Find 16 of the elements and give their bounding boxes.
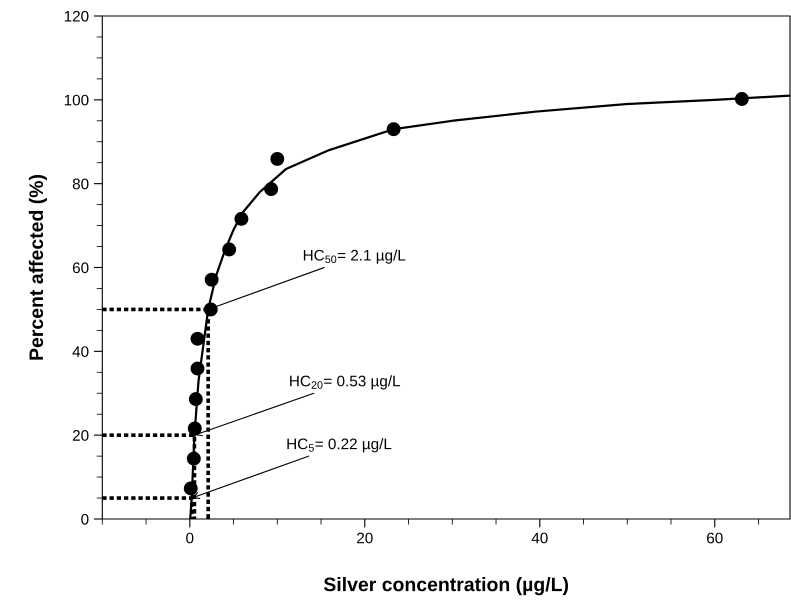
y-tick-label: 80: [72, 178, 89, 190]
x-tick-label: 0: [186, 532, 194, 544]
annotation: HC$_{5}$= 0.22 µg/L: [287, 438, 392, 452]
annotation: HC$_{50}$= 2.1 µg/L: [304, 249, 406, 264]
y-tick-label: 40: [72, 346, 89, 358]
y-tick-label: 0: [81, 514, 89, 525]
y-axis-title: Percent affected (%): [28, 174, 47, 360]
y-tick-label: 120: [64, 10, 89, 22]
y-tick-label: 20: [72, 430, 89, 441]
y-tick-label: 100: [64, 94, 89, 106]
x-tick-label: 20: [357, 532, 373, 544]
annotation: HC$_{20}$= 0.53 µg/L: [290, 375, 400, 390]
x-tick-label: 60: [707, 532, 723, 544]
y-tick-label: 60: [72, 262, 89, 274]
x-tick-label: 40: [532, 532, 548, 544]
x-axis-title: Silver concentration (µg/L): [324, 576, 568, 596]
